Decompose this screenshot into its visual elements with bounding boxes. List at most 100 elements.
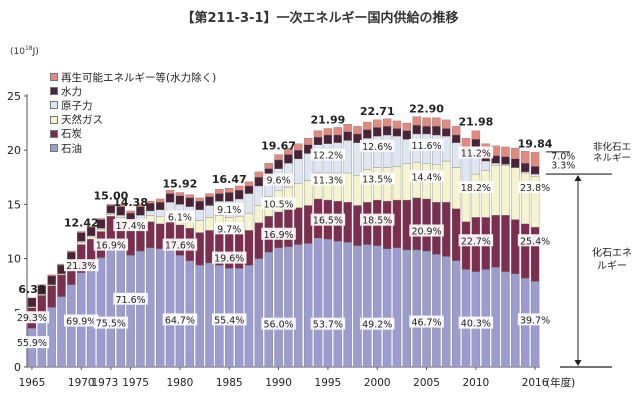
share-label: 18.5% bbox=[362, 216, 392, 227]
bar-segment bbox=[343, 124, 352, 132]
share-label-box bbox=[113, 219, 148, 232]
bar-segment bbox=[47, 284, 56, 286]
bar-segment bbox=[47, 275, 56, 285]
share-label-box bbox=[310, 173, 346, 186]
share-label-box bbox=[458, 316, 494, 329]
legend-label: 石炭 bbox=[61, 128, 82, 141]
total-label: 6.38 bbox=[18, 283, 45, 296]
legend: 再生可能エネルギー等(水力除く) 水力 原子力 天然ガス 石炭 石油 bbox=[50, 70, 216, 155]
share-label-box bbox=[409, 138, 444, 151]
bar-segment bbox=[422, 126, 431, 135]
bar-segment bbox=[175, 255, 185, 368]
share-label-box bbox=[162, 313, 198, 326]
bar-segment bbox=[451, 260, 461, 368]
bar-segment bbox=[521, 151, 530, 164]
bar-segment bbox=[146, 247, 155, 368]
bar-segment bbox=[264, 163, 273, 169]
bar-segment bbox=[195, 220, 204, 233]
bracket-arrow-up bbox=[574, 175, 582, 182]
fossil-label: 化石エネ bbox=[592, 246, 632, 259]
bar-segment bbox=[303, 138, 313, 145]
y-tick-label: 15 bbox=[7, 198, 21, 211]
fossil-label-bg bbox=[591, 246, 633, 259]
bar-segment bbox=[175, 195, 185, 205]
share-label-box bbox=[310, 213, 346, 226]
bar-segment bbox=[461, 138, 471, 148]
share-label-box bbox=[517, 234, 553, 247]
share-label: 69.9% bbox=[66, 316, 96, 327]
legend-item: 水力 bbox=[50, 84, 216, 98]
bar-segment bbox=[323, 238, 333, 368]
bar-segment bbox=[96, 229, 106, 232]
bar-segment bbox=[284, 154, 293, 164]
bar-segment bbox=[313, 237, 323, 368]
legend-label: 原子力 bbox=[61, 99, 93, 112]
non-fossil-label: 非化石エ bbox=[593, 141, 631, 153]
bar-segment bbox=[244, 185, 254, 194]
bar-segment bbox=[402, 122, 412, 131]
bar-segment bbox=[126, 210, 135, 214]
bar-segment bbox=[412, 125, 421, 135]
bar-segment bbox=[491, 163, 500, 166]
bar-segment bbox=[294, 244, 303, 368]
bar-segment bbox=[284, 246, 293, 368]
fossil-label-bg bbox=[591, 259, 633, 272]
bar-segment bbox=[521, 171, 530, 174]
bar-segment bbox=[501, 165, 510, 216]
bar-segment bbox=[155, 248, 165, 368]
bar-segment bbox=[185, 197, 194, 207]
share-label: 75.5% bbox=[96, 319, 126, 330]
total-label: 12.42 bbox=[64, 217, 99, 230]
share-label-box bbox=[211, 313, 247, 326]
bar-segment bbox=[67, 250, 76, 253]
total-label: 22.90 bbox=[409, 103, 444, 116]
bar-segment bbox=[382, 126, 392, 136]
bar-segment bbox=[96, 218, 106, 220]
bar-segment bbox=[254, 177, 264, 187]
bar-segment bbox=[205, 205, 214, 218]
bar-segment bbox=[165, 202, 175, 212]
bar-segment bbox=[116, 247, 125, 368]
share-label: 25.4% bbox=[520, 236, 550, 247]
share-label-box bbox=[261, 197, 296, 210]
bar-segment bbox=[353, 245, 362, 368]
share-label: 11.3% bbox=[313, 176, 343, 187]
share-label-box bbox=[64, 259, 99, 272]
bar-segment bbox=[392, 120, 402, 129]
bar-segment bbox=[165, 247, 175, 368]
bar-segment bbox=[106, 212, 116, 215]
share-label-box bbox=[264, 173, 293, 186]
bar-segment bbox=[185, 194, 194, 199]
bar-segment bbox=[343, 242, 352, 368]
bar-segment bbox=[136, 204, 145, 207]
share-label-box bbox=[64, 314, 99, 327]
share-label: 53.7% bbox=[313, 320, 343, 331]
bar-segment bbox=[333, 134, 342, 143]
bar-segment bbox=[195, 197, 204, 202]
x-tick-label: 1970 bbox=[68, 377, 95, 389]
share-label-box bbox=[14, 336, 50, 349]
share-label: 49.2% bbox=[362, 320, 392, 331]
share-label: 9.7% bbox=[217, 224, 241, 235]
bar-segment bbox=[402, 249, 412, 368]
bar-segment bbox=[521, 163, 530, 173]
share-label: 11.2% bbox=[461, 148, 491, 159]
share-label-box bbox=[261, 227, 296, 240]
share-label: 46.7% bbox=[411, 318, 441, 329]
bar-segment bbox=[530, 166, 540, 175]
share-label: 14.4% bbox=[411, 172, 441, 183]
legend-item: 石炭 bbox=[50, 127, 216, 141]
bar-segment bbox=[432, 117, 441, 127]
bar-segment bbox=[530, 152, 540, 167]
total-label: 19.67 bbox=[261, 140, 296, 153]
share-label-box bbox=[215, 202, 244, 215]
legend-label: 天然ガス bbox=[61, 114, 103, 127]
bar-segment bbox=[432, 126, 441, 136]
x-tick-label: 2010 bbox=[463, 377, 490, 389]
y-tick-label: 10 bbox=[7, 253, 21, 266]
bar-segment bbox=[254, 258, 264, 368]
y-tick-label: 25 bbox=[7, 90, 21, 103]
share-label: 18.2% bbox=[461, 183, 491, 194]
bar-segment bbox=[195, 200, 204, 210]
bar-segment bbox=[116, 215, 125, 218]
